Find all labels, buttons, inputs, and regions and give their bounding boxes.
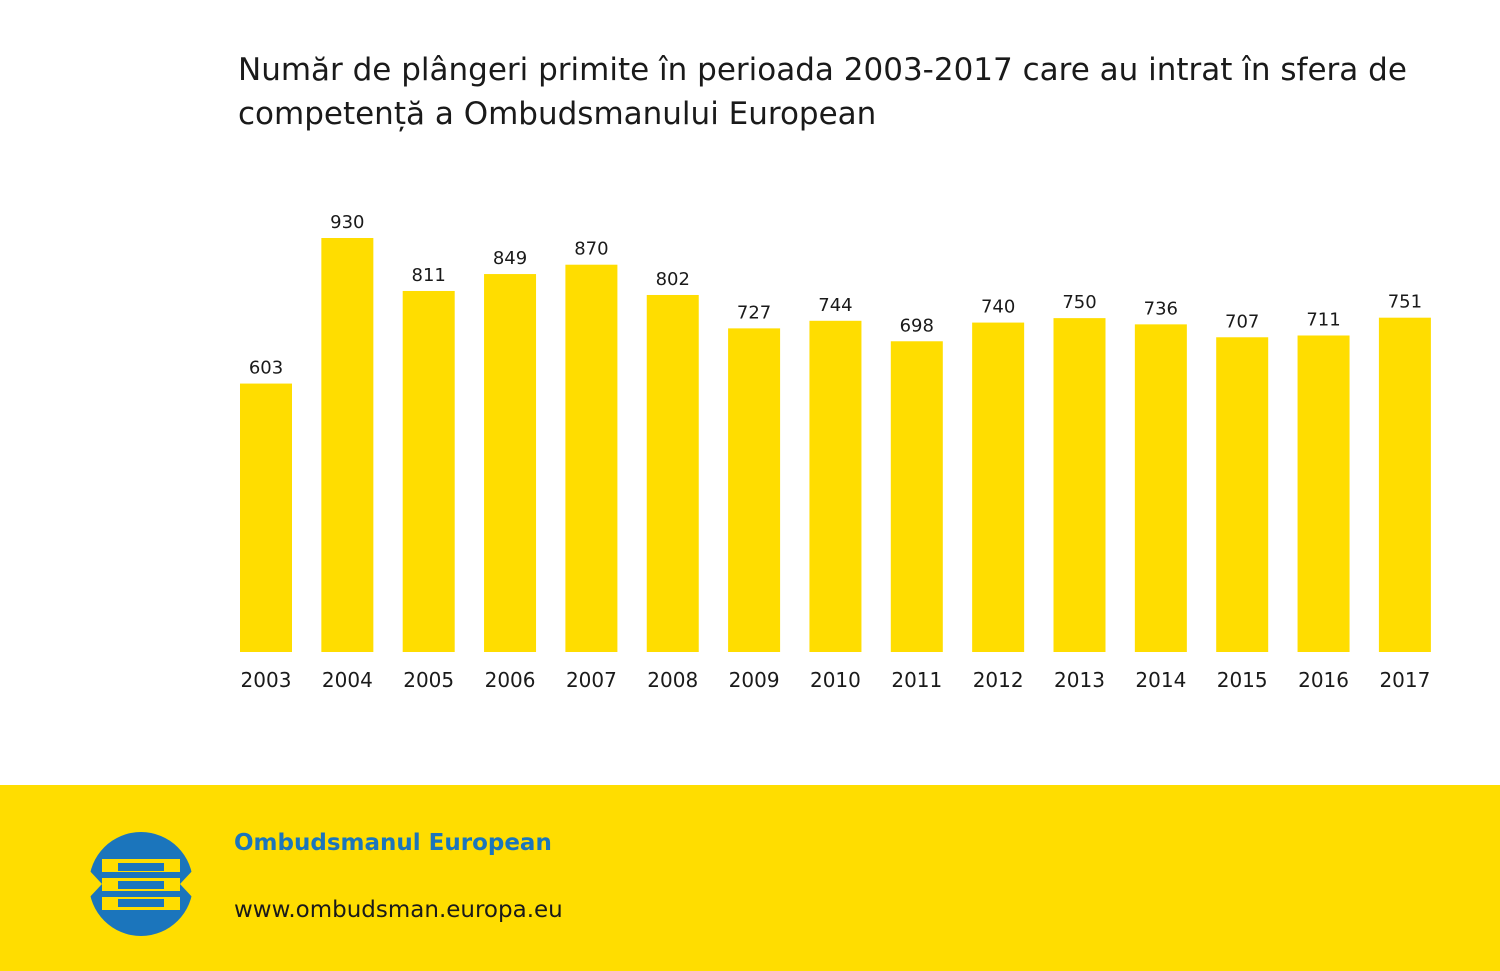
value-label-2013: 750 — [1062, 292, 1096, 313]
value-label-2017: 751 — [1388, 292, 1422, 313]
bar-2015 — [1216, 337, 1269, 652]
category-label-2014: 2014 — [1135, 668, 1186, 692]
category-label-2007: 2007 — [566, 668, 617, 692]
bars-group — [240, 238, 1431, 652]
category-label-2013: 2013 — [1054, 668, 1105, 692]
bar-2011 — [890, 341, 943, 652]
bar-2005 — [402, 290, 455, 652]
bar-2004 — [321, 238, 374, 652]
category-label-2009: 2009 — [729, 668, 780, 692]
bar-2006 — [484, 274, 537, 652]
bar-2012 — [972, 322, 1025, 652]
organization-name: Ombudsmanul European — [234, 830, 552, 856]
value-label-2015: 707 — [1225, 311, 1259, 332]
website-url[interactable]: www.ombudsman.europa.eu — [234, 897, 563, 923]
category-label-2008: 2008 — [647, 668, 698, 692]
value-label-2016: 711 — [1306, 309, 1340, 330]
european-ombudsman-logo-icon — [88, 832, 194, 936]
value-label-2007: 870 — [574, 239, 608, 260]
footer: Ombudsmanul European www.ombudsman.europ… — [0, 785, 1500, 971]
value-labels-group: 603 930 811 849 870 802 727 744 698 740 750 736 707 7… — [249, 212, 1422, 379]
bar-2008 — [646, 294, 699, 652]
bar-2003 — [240, 383, 292, 652]
category-label-2015: 2015 — [1217, 668, 1268, 692]
category-label-2004: 2004 — [322, 668, 373, 692]
category-label-2005: 2005 — [403, 668, 454, 692]
category-label-2017: 2017 — [1379, 668, 1430, 692]
bar-2010 — [809, 320, 862, 652]
category-label-2006: 2006 — [485, 668, 536, 692]
value-label-2004: 930 — [330, 212, 364, 233]
value-label-2009: 727 — [737, 302, 771, 323]
category-label-2012: 2012 — [973, 668, 1024, 692]
bar-chart: 603 930 811 849 870 802 727 744 698 740 750 736 707 7… — [240, 212, 1431, 692]
category-label-2011: 2011 — [891, 668, 942, 692]
value-label-2008: 802 — [656, 269, 690, 290]
bar-2014 — [1134, 324, 1187, 652]
category-label-2016: 2016 — [1298, 668, 1349, 692]
category-label-2003: 2003 — [241, 668, 292, 692]
bar-2009 — [728, 328, 781, 652]
bar-2013 — [1053, 318, 1106, 652]
value-label-2006: 849 — [493, 248, 527, 269]
value-label-2003: 603 — [249, 358, 283, 379]
bar-2007 — [565, 264, 618, 652]
category-label-2010: 2010 — [810, 668, 861, 692]
value-label-2012: 740 — [981, 297, 1015, 318]
value-label-2010: 744 — [818, 295, 852, 316]
bar-2016 — [1297, 335, 1350, 652]
bar-2017 — [1378, 317, 1431, 652]
value-label-2005: 811 — [412, 265, 446, 286]
value-label-2011: 698 — [900, 315, 934, 336]
category-labels-group: 2003 2004 2005 2006 2007 2008 2009 2010 2011 2012… — [241, 668, 1431, 692]
value-label-2014: 736 — [1144, 298, 1178, 319]
chart-title: Număr de plângeri primite în perioada 20… — [238, 52, 1407, 132]
